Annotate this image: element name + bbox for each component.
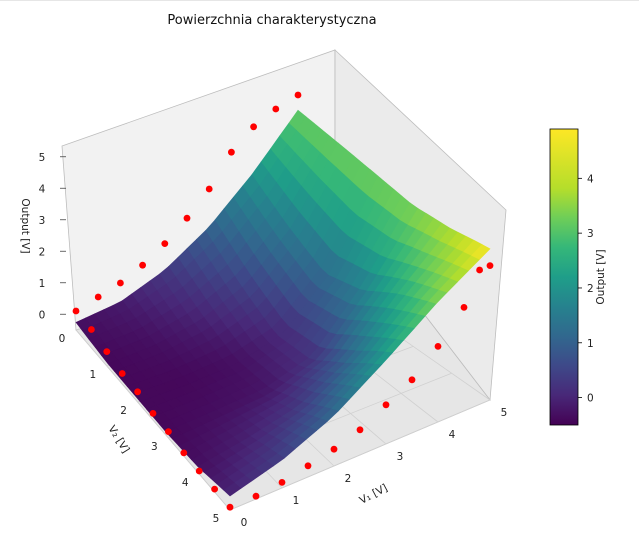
measured-point: [117, 279, 124, 287]
z-axis-label: Output [V]: [19, 198, 31, 253]
y-tick-label: 2: [120, 405, 127, 417]
y-tick-label: 5: [213, 513, 220, 525]
measured-point: [278, 479, 286, 486]
y-tick-label: 1: [89, 369, 96, 381]
colorbar: [549, 128, 579, 426]
measured-point: [134, 388, 142, 396]
measured-point: [272, 105, 280, 113]
measured-point: [330, 445, 338, 453]
x-axis-label: V₁ [V]: [357, 482, 389, 507]
surface-patch: [223, 482, 242, 497]
measured-point: [88, 326, 95, 333]
colorbar-ticks: 0 1 2 3 4: [578, 173, 594, 405]
floor-grid-line: [75, 329, 231, 511]
top-divider: [0, 0, 639, 1]
measured-point: [228, 148, 235, 156]
floor-grid-line: [229, 399, 491, 511]
colorbar-tick-label: 2: [587, 283, 594, 295]
measured-point: [294, 91, 302, 99]
colorbar-label: Output [V]: [595, 249, 607, 304]
measured-point: [180, 449, 188, 457]
z-tick-label: 4: [39, 183, 46, 195]
z-tick-label: 0: [39, 309, 46, 321]
z-tick-label: 5: [39, 152, 46, 164]
measured-point: [250, 123, 257, 131]
measured-point: [408, 376, 416, 384]
measured-point: [161, 240, 169, 248]
z-tick-label: 3: [39, 215, 46, 227]
surface: [75, 109, 491, 497]
y-tick-label: 0: [59, 333, 66, 345]
x-tick-label: 0: [241, 517, 248, 529]
x-tick-label: 4: [449, 429, 456, 441]
measured-point: [165, 428, 172, 435]
measured-point: [486, 262, 494, 269]
x-tick-label: 1: [293, 495, 300, 507]
y-tick-label: 4: [182, 477, 189, 489]
measured-point: [304, 462, 312, 470]
measured-point: [434, 343, 442, 350]
axes: 0 1 2 3 4 5 0 1 2 3 4 5 0 1 2 3 4 5: [39, 152, 508, 529]
colorbar-tick-label: 1: [587, 338, 594, 350]
measured-point: [72, 307, 80, 315]
measured-point: [94, 293, 102, 301]
measured-point: [211, 485, 219, 493]
x-tick-label: 2: [345, 473, 352, 485]
measured-points: [72, 91, 494, 511]
y-tick-label: 3: [151, 441, 158, 453]
z-tick-label: 2: [39, 246, 46, 258]
x-tick-label: 5: [501, 407, 508, 419]
measured-point: [118, 370, 126, 377]
colorbar-tick-label: 3: [587, 228, 594, 240]
measured-point: [103, 348, 111, 355]
measured-point: [226, 503, 234, 511]
measured-point: [183, 214, 191, 222]
chart-title: Powierzchnia charakterystyczna: [167, 13, 376, 28]
measured-point: [139, 261, 147, 269]
measured-point: [205, 185, 213, 193]
measured-point: [195, 467, 203, 475]
colorbar-tick-label: 4: [587, 173, 594, 185]
measured-point: [252, 492, 260, 500]
measured-point: [149, 410, 157, 417]
measured-point: [460, 304, 468, 311]
measured-point: [382, 401, 390, 409]
y-axis-label: V₂ [V]: [105, 423, 131, 455]
colorbar-tick-label: 0: [587, 393, 594, 405]
x-tick-label: 3: [397, 451, 404, 463]
z-tick-label: 1: [39, 278, 46, 290]
measured-point: [476, 266, 483, 274]
measured-point: [356, 426, 364, 434]
